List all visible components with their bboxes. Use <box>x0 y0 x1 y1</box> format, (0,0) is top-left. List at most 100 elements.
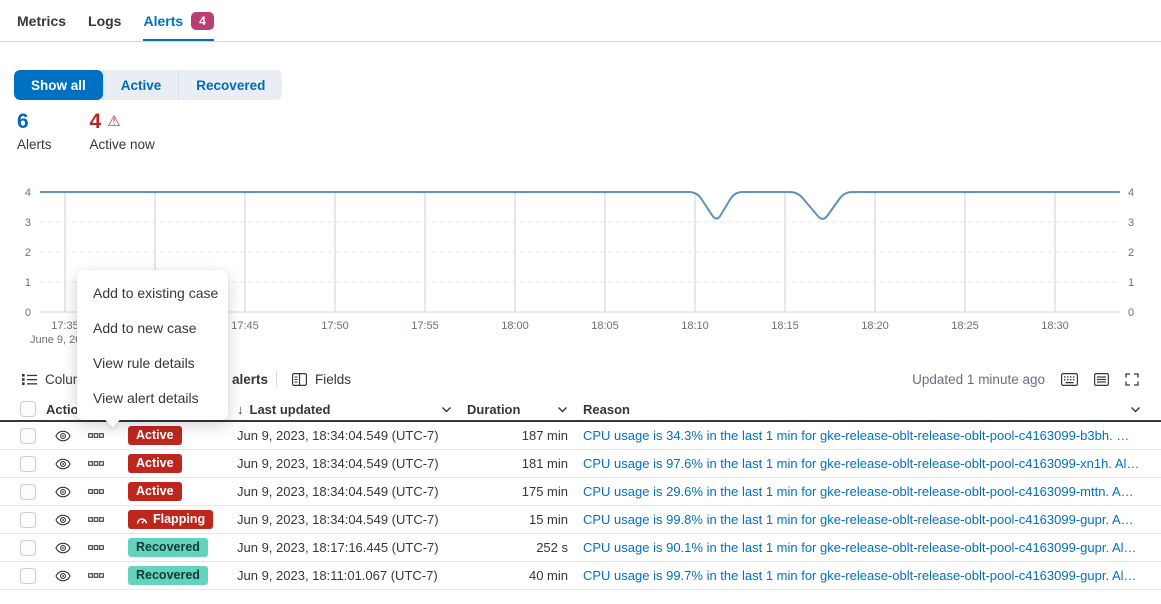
more-actions-button[interactable] <box>80 460 112 467</box>
toolbar-divider <box>276 371 277 387</box>
cell-reason-link[interactable]: CPU usage is 90.1% in the last 1 min for… <box>583 540 1137 555</box>
cell-reason-link[interactable]: CPU usage is 99.8% in the last 1 min for… <box>583 512 1134 527</box>
more-actions-button[interactable] <box>80 432 112 439</box>
view-alert-button[interactable] <box>46 485 80 499</box>
view-alert-button[interactable] <box>46 513 80 527</box>
last-updated-text: Updated 1 minute ago <box>912 371 1045 387</box>
more-actions-button[interactable] <box>80 544 112 551</box>
alerts-count-badge: 4 <box>191 11 214 30</box>
warning-triangle-icon: ⚠ <box>107 113 121 130</box>
filter-show-all-button[interactable]: Show all <box>14 70 103 100</box>
more-actions-button[interactable] <box>80 516 112 523</box>
view-alert-button[interactable] <box>46 429 80 443</box>
cell-duration: 187 min <box>521 428 568 443</box>
filter-recovered-button[interactable]: Recovered <box>178 70 282 100</box>
tab-logs-label: Logs <box>88 12 122 29</box>
svg-text:18:15: 18:15 <box>771 320 799 332</box>
svg-text:4: 4 <box>1128 187 1134 199</box>
cell-reason-link[interactable]: CPU usage is 97.6% in the last 1 min for… <box>583 456 1140 471</box>
eye-icon <box>55 430 71 441</box>
status-badge-label: Recovered <box>136 568 200 582</box>
svg-text:2: 2 <box>1128 247 1134 259</box>
row-checkbox[interactable] <box>20 427 36 444</box>
header-duration[interactable]: Duration <box>452 402 568 417</box>
cell-duration: 175 min <box>521 484 568 499</box>
cell-reason-link[interactable]: CPU usage is 29.6% in the last 1 min for… <box>583 484 1134 499</box>
display-options-button[interactable] <box>1094 372 1109 386</box>
alert-stats: 6 Alerts 4 ⚠ Active now <box>17 110 155 152</box>
stat-active-label: Active now <box>89 137 155 152</box>
tab-metrics[interactable]: Metrics <box>17 0 66 41</box>
boxes-horizontal-icon <box>88 544 104 550</box>
svg-text:17:35: 17:35 <box>51 320 79 332</box>
display-density-icon <box>1094 372 1109 386</box>
view-alert-button[interactable] <box>46 541 80 555</box>
stat-alerts-label: Alerts <box>17 137 52 152</box>
row-checkbox[interactable] <box>20 455 36 472</box>
menu-item-add-to-new-case[interactable]: Add to new case <box>93 319 197 336</box>
fields-button[interactable]: Fields <box>292 366 351 392</box>
table-row: Active Jun 9, 2023, 18:34:04.549 (UTC-7)… <box>0 450 1161 478</box>
stat-alerts: 6 Alerts <box>17 110 52 152</box>
chevron-down-icon[interactable] <box>557 406 568 413</box>
row-checkbox[interactable] <box>20 511 36 528</box>
cell-reason-link[interactable]: CPU usage is 34.3% in the last 1 min for… <box>583 428 1130 443</box>
svg-text:18:20: 18:20 <box>861 320 889 332</box>
chevron-down-icon[interactable] <box>1130 406 1141 413</box>
more-actions-button[interactable] <box>80 488 112 495</box>
cell-duration: 181 min <box>521 456 568 471</box>
view-alert-button[interactable] <box>46 457 80 471</box>
tab-alerts-label: Alerts <box>143 12 184 29</box>
tab-metrics-label: Metrics <box>17 12 67 29</box>
svg-text:4: 4 <box>25 187 31 199</box>
svg-text:1: 1 <box>25 277 31 289</box>
stat-active-value: 4 <box>89 110 102 133</box>
tab-logs[interactable]: Logs <box>88 0 121 41</box>
more-actions-button[interactable] <box>80 572 112 579</box>
chevron-down-icon[interactable] <box>441 406 452 413</box>
svg-text:1: 1 <box>1128 277 1134 289</box>
menu-item-view-alert-details[interactable]: View alert details <box>93 389 199 406</box>
status-badge-label: Recovered <box>136 540 200 554</box>
cell-duration: 40 min <box>528 568 568 583</box>
cell-reason-link[interactable]: CPU usage is 99.7% in the last 1 min for… <box>583 568 1137 583</box>
svg-text:2: 2 <box>25 247 31 259</box>
svg-text:3: 3 <box>1128 217 1134 229</box>
boxes-horizontal-icon <box>88 516 104 522</box>
view-alert-button[interactable] <box>46 569 80 583</box>
eye-icon <box>55 570 71 581</box>
header-reason[interactable]: Reason <box>568 402 1161 417</box>
table-row: Recovered Jun 9, 2023, 18:11:01.067 (UTC… <box>0 562 1161 590</box>
row-checkbox[interactable] <box>20 483 36 500</box>
tab-alerts[interactable]: Alerts 4 <box>143 0 214 41</box>
filter-active-button[interactable]: Active <box>102 70 179 100</box>
cell-duration: 15 min <box>528 512 568 527</box>
stat-alerts-value: 6 <box>17 110 29 133</box>
header-last-updated[interactable]: ↓ Last updated <box>222 402 452 417</box>
cell-last-updated: Jun 9, 2023, 18:17:16.445 (UTC-7) <box>237 540 439 555</box>
menu-item-add-to-existing-case[interactable]: Add to existing case <box>93 284 219 301</box>
keyboard-shortcuts-button[interactable] <box>1061 372 1078 386</box>
row-checkbox[interactable] <box>20 539 36 556</box>
svg-text:17:50: 17:50 <box>321 320 349 332</box>
boxes-horizontal-icon <box>88 460 104 466</box>
select-all-checkbox[interactable] <box>20 401 36 417</box>
status-badge-label: Active <box>136 484 174 498</box>
eye-icon <box>55 514 71 525</box>
svg-text:17:45: 17:45 <box>231 320 259 332</box>
cell-last-updated: Jun 9, 2023, 18:34:04.549 (UTC-7) <box>237 484 439 499</box>
eye-icon <box>55 542 71 553</box>
fullscreen-button[interactable] <box>1125 372 1139 386</box>
menu-item-view-rule-details[interactable]: View rule details <box>93 354 195 371</box>
status-badge-label: Active <box>136 456 174 470</box>
status-badge: Active <box>128 454 182 473</box>
fields-button-label: Fields <box>315 371 352 387</box>
row-checkbox[interactable] <box>20 567 36 584</box>
tab-bar: Metrics Logs Alerts 4 <box>0 0 1161 42</box>
keyboard-icon <box>1061 372 1078 386</box>
fullscreen-icon <box>1125 372 1139 386</box>
alerts-count-text: alerts <box>232 371 269 387</box>
boxes-horizontal-icon <box>88 488 104 494</box>
eye-icon <box>55 458 71 469</box>
